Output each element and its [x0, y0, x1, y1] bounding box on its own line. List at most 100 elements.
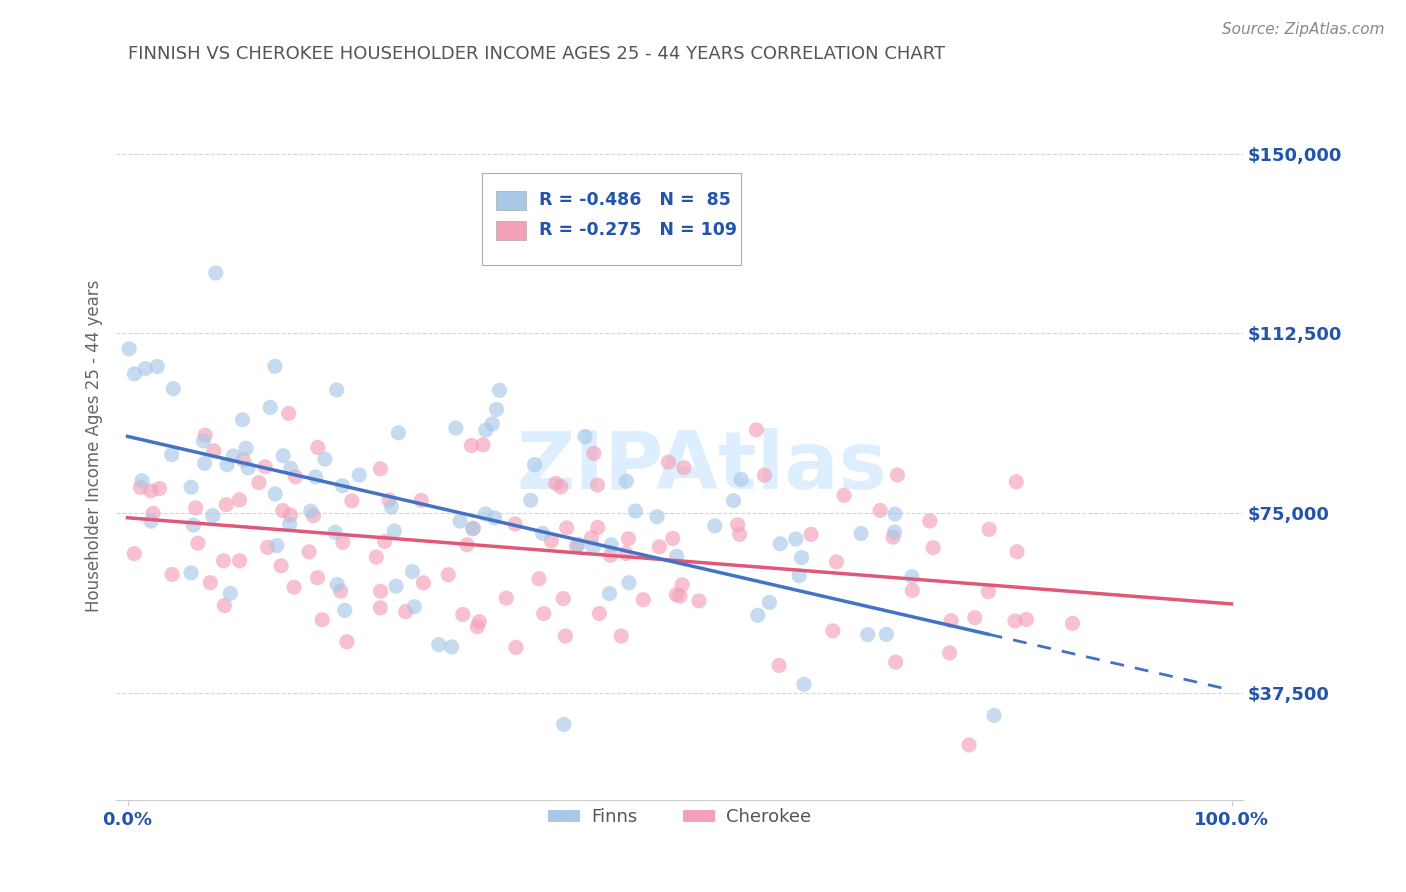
Point: [886, 468, 908, 483]
Point: [323, 525, 346, 540]
Point: [194, 456, 217, 470]
Legend: Finns, Cherokee: Finns, Cherokee: [541, 801, 818, 834]
Point: [201, 508, 224, 523]
Point: [495, 591, 517, 606]
Point: [633, 592, 655, 607]
Point: [118, 342, 141, 356]
Point: [259, 401, 281, 415]
Point: [1062, 616, 1084, 631]
Point: [614, 546, 637, 560]
Point: [235, 442, 257, 456]
Point: [460, 438, 482, 452]
Point: [139, 483, 162, 498]
Point: [884, 507, 907, 521]
Point: [304, 470, 326, 484]
Point: [307, 441, 329, 455]
Point: [370, 600, 392, 615]
Point: [394, 605, 416, 619]
Point: [588, 607, 610, 621]
Point: [412, 575, 434, 590]
Point: [474, 507, 496, 521]
Point: [463, 521, 485, 535]
Point: [519, 493, 541, 508]
Point: [283, 580, 305, 594]
Point: [614, 474, 637, 488]
Point: [374, 534, 396, 549]
Point: [1015, 612, 1038, 626]
Point: [825, 555, 848, 569]
Point: [299, 504, 322, 518]
Point: [228, 492, 250, 507]
Point: [624, 504, 647, 518]
Point: [340, 493, 363, 508]
Point: [471, 438, 494, 452]
Point: [222, 449, 245, 463]
Point: [456, 538, 478, 552]
Point: [555, 521, 578, 535]
Point: [505, 640, 527, 655]
Point: [427, 638, 450, 652]
Point: [202, 443, 225, 458]
Point: [385, 579, 408, 593]
Point: [183, 518, 205, 533]
Point: [440, 640, 463, 654]
Point: [160, 567, 183, 582]
Point: [983, 708, 1005, 723]
Point: [264, 487, 287, 501]
Point: [856, 627, 879, 641]
Y-axis label: Householder Income Ages 25 - 44 years: Householder Income Ages 25 - 44 years: [86, 280, 103, 612]
Point: [215, 498, 238, 512]
Point: [162, 382, 184, 396]
Point: [332, 535, 354, 549]
Point: [187, 536, 209, 550]
Point: [468, 615, 491, 629]
Text: ZIPAtlas: ZIPAtlas: [516, 428, 887, 507]
Point: [180, 566, 202, 580]
Point: [665, 549, 688, 564]
Point: [553, 717, 575, 731]
Point: [821, 624, 844, 638]
Point: [550, 480, 572, 494]
Point: [366, 550, 388, 565]
Point: [325, 383, 347, 397]
Point: [488, 384, 510, 398]
Point: [754, 468, 776, 483]
Point: [277, 406, 299, 420]
Point: [465, 620, 488, 634]
Point: [540, 533, 562, 548]
Point: [387, 425, 409, 440]
Point: [311, 613, 333, 627]
Point: [703, 518, 725, 533]
Point: [554, 629, 576, 643]
Point: [131, 474, 153, 488]
Point: [567, 537, 589, 551]
Point: [832, 488, 855, 502]
Point: [918, 514, 941, 528]
Point: [503, 516, 526, 531]
Point: [586, 520, 609, 534]
Point: [232, 453, 254, 467]
Point: [728, 527, 751, 541]
Point: [574, 429, 596, 443]
Point: [747, 608, 769, 623]
Point: [1005, 545, 1028, 559]
Point: [160, 448, 183, 462]
Point: [200, 575, 222, 590]
Point: [142, 507, 165, 521]
Point: [307, 571, 329, 585]
Point: [217, 458, 239, 472]
Point: [380, 500, 402, 514]
Point: [232, 413, 254, 427]
Point: [336, 634, 359, 648]
Point: [785, 532, 807, 546]
Point: [730, 472, 752, 486]
Point: [875, 627, 897, 641]
Point: [979, 522, 1001, 536]
Point: [219, 586, 242, 600]
Point: [382, 524, 405, 538]
Point: [544, 476, 567, 491]
Point: [184, 500, 207, 515]
Point: [270, 558, 292, 573]
Point: [769, 537, 792, 551]
Point: [451, 607, 474, 622]
